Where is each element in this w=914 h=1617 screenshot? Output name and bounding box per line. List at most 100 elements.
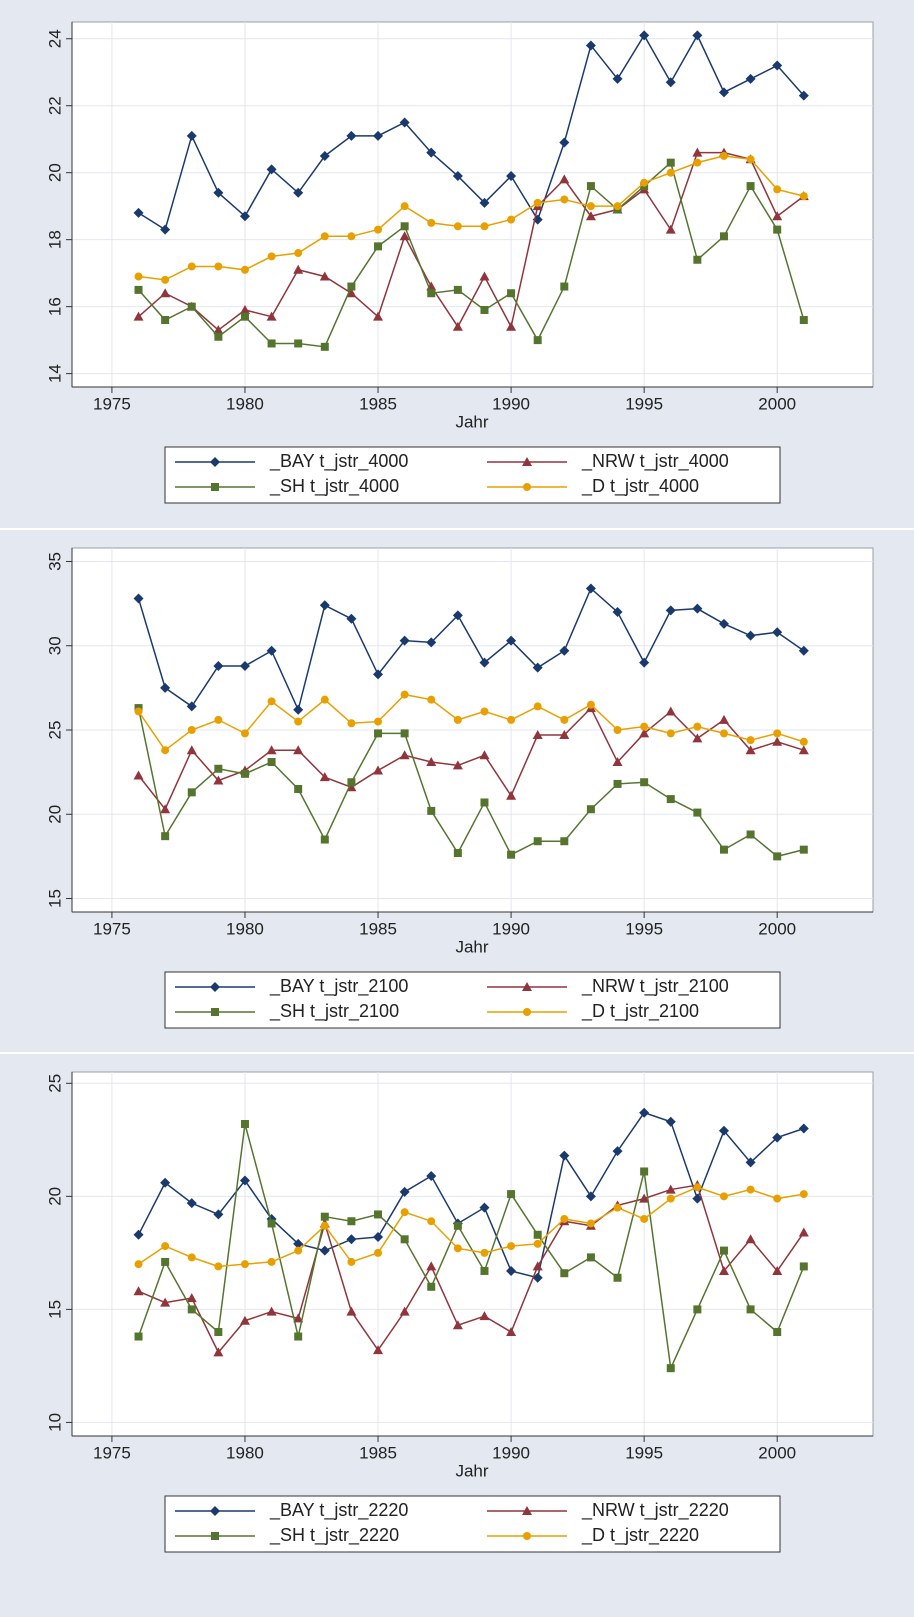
marker xyxy=(612,73,623,84)
marker xyxy=(453,222,462,231)
y-tick-label: 20 xyxy=(45,805,64,824)
marker xyxy=(798,1227,809,1237)
marker xyxy=(522,457,532,466)
marker xyxy=(427,806,436,815)
marker xyxy=(374,729,383,738)
legend-label: _BAY t_jstr_2220 xyxy=(269,1500,408,1521)
marker xyxy=(799,737,808,746)
marker xyxy=(639,30,650,41)
legend-label: _SH t_jstr_2100 xyxy=(269,1001,399,1022)
y-tick-label: 30 xyxy=(45,636,64,655)
marker xyxy=(532,1272,543,1283)
marker xyxy=(187,788,196,797)
series-line xyxy=(137,706,805,811)
series-line xyxy=(138,151,805,332)
marker xyxy=(479,271,490,281)
marker xyxy=(745,630,756,641)
marker xyxy=(240,1120,249,1128)
x-tick-label: 1975 xyxy=(93,919,131,938)
marker xyxy=(585,211,596,221)
series-line xyxy=(138,155,804,281)
marker xyxy=(533,198,542,207)
marker xyxy=(214,715,223,724)
marker xyxy=(373,765,384,775)
marker xyxy=(294,1332,303,1341)
marker xyxy=(266,311,277,321)
series-line xyxy=(137,161,805,348)
marker xyxy=(453,285,462,294)
marker xyxy=(586,700,595,709)
marker xyxy=(745,73,756,84)
y-tick-label: 20 xyxy=(45,1187,64,1206)
marker xyxy=(210,457,220,467)
marker xyxy=(319,150,330,161)
marker xyxy=(210,1506,220,1516)
y-tick-label: 15 xyxy=(45,1300,64,1319)
marker xyxy=(373,669,384,680)
marker xyxy=(453,1221,462,1230)
marker xyxy=(133,1229,144,1240)
marker xyxy=(374,717,383,726)
chart-panel: 10 15 20 25 1975 1980 1985 1990 1995 2000 Jahr _BAY… xyxy=(0,1054,914,1617)
marker xyxy=(374,225,383,234)
marker xyxy=(533,837,542,846)
marker xyxy=(532,662,543,673)
marker xyxy=(161,316,170,325)
marker xyxy=(522,1506,532,1515)
marker xyxy=(773,852,782,861)
marker xyxy=(267,1257,276,1266)
marker xyxy=(613,202,622,211)
marker xyxy=(718,1265,729,1275)
marker xyxy=(161,832,170,841)
marker xyxy=(665,706,676,716)
marker xyxy=(346,1306,357,1316)
marker xyxy=(507,715,516,724)
marker xyxy=(319,772,330,782)
marker xyxy=(133,770,144,780)
marker xyxy=(319,271,330,281)
marker xyxy=(745,1157,756,1168)
marker xyxy=(773,729,782,738)
marker xyxy=(639,1107,650,1118)
marker xyxy=(187,1305,196,1314)
marker xyxy=(213,1347,224,1357)
x-tick-label: 1985 xyxy=(359,919,397,938)
series-line xyxy=(138,33,805,231)
marker xyxy=(213,1209,224,1220)
marker xyxy=(532,730,543,740)
marker xyxy=(533,336,542,345)
marker xyxy=(240,769,249,778)
marker xyxy=(134,1332,143,1341)
marker xyxy=(426,637,437,648)
marker xyxy=(239,660,250,671)
marker xyxy=(186,130,197,141)
chart-panel: 14 16 18 20 22 24 1975 1980 1985 1990 1995 2000 Jahr… xyxy=(0,0,914,528)
marker xyxy=(346,613,357,624)
marker xyxy=(187,1253,196,1262)
marker xyxy=(640,1214,649,1223)
marker xyxy=(533,1230,542,1239)
marker xyxy=(320,232,329,241)
marker xyxy=(746,155,755,164)
marker xyxy=(134,1260,143,1269)
y-tick-label: 10 xyxy=(45,1413,64,1432)
marker xyxy=(586,202,595,211)
marker xyxy=(586,805,595,814)
x-tick-label: 1990 xyxy=(492,394,530,413)
marker xyxy=(506,790,517,800)
marker xyxy=(665,224,676,234)
marker xyxy=(719,151,728,160)
legend-label: _NRW t_jstr_2100 xyxy=(581,976,729,997)
x-tick-label: 1995 xyxy=(625,919,663,938)
legend-label: _SH t_jstr_2220 xyxy=(269,1525,399,1546)
marker xyxy=(666,795,675,804)
marker xyxy=(240,312,249,321)
marker xyxy=(214,764,223,773)
marker xyxy=(399,750,410,760)
marker xyxy=(746,830,755,839)
marker xyxy=(799,845,808,854)
marker xyxy=(294,249,303,258)
marker xyxy=(400,202,409,211)
marker xyxy=(161,1242,170,1251)
